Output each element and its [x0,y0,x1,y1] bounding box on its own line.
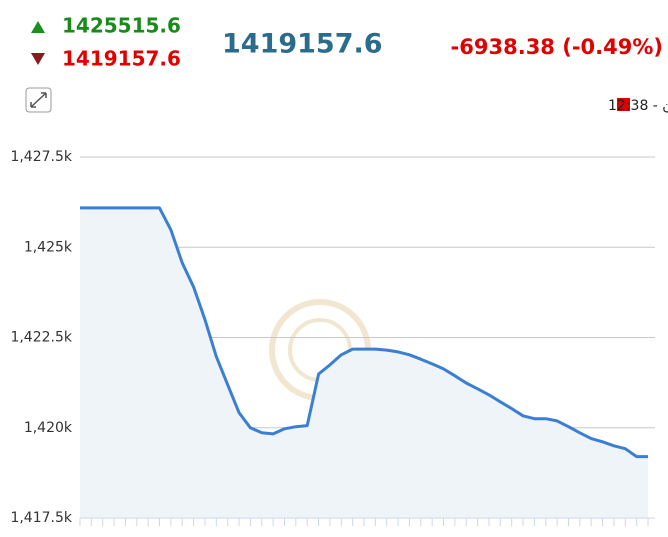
low-value: 1419157.6 [62,47,181,71]
line [80,206,648,459]
down-icon [31,53,45,65]
expand-button[interactable] [25,87,52,113]
expand-icon[interactable] [30,92,47,108]
change-value: -6938.38 (-0.49%) [451,35,663,59]
area [80,207,648,518]
y-tick-label: 1,417.5k [10,510,72,526]
legend-marker [617,98,630,111]
current-value: 1419157.6 [222,29,383,60]
high-value: 1425515.6 [62,14,181,38]
y-tick-label: 1,427.5k [10,149,72,165]
up-icon [31,21,45,33]
y-tick-label: 1,422.5k [10,330,72,346]
update-time: بروزرسانی آمار:22 آبان - 12:38 [608,97,668,114]
y-tick-label: 1,420k [24,420,73,436]
y-tick-label: 1,425k [24,239,73,255]
